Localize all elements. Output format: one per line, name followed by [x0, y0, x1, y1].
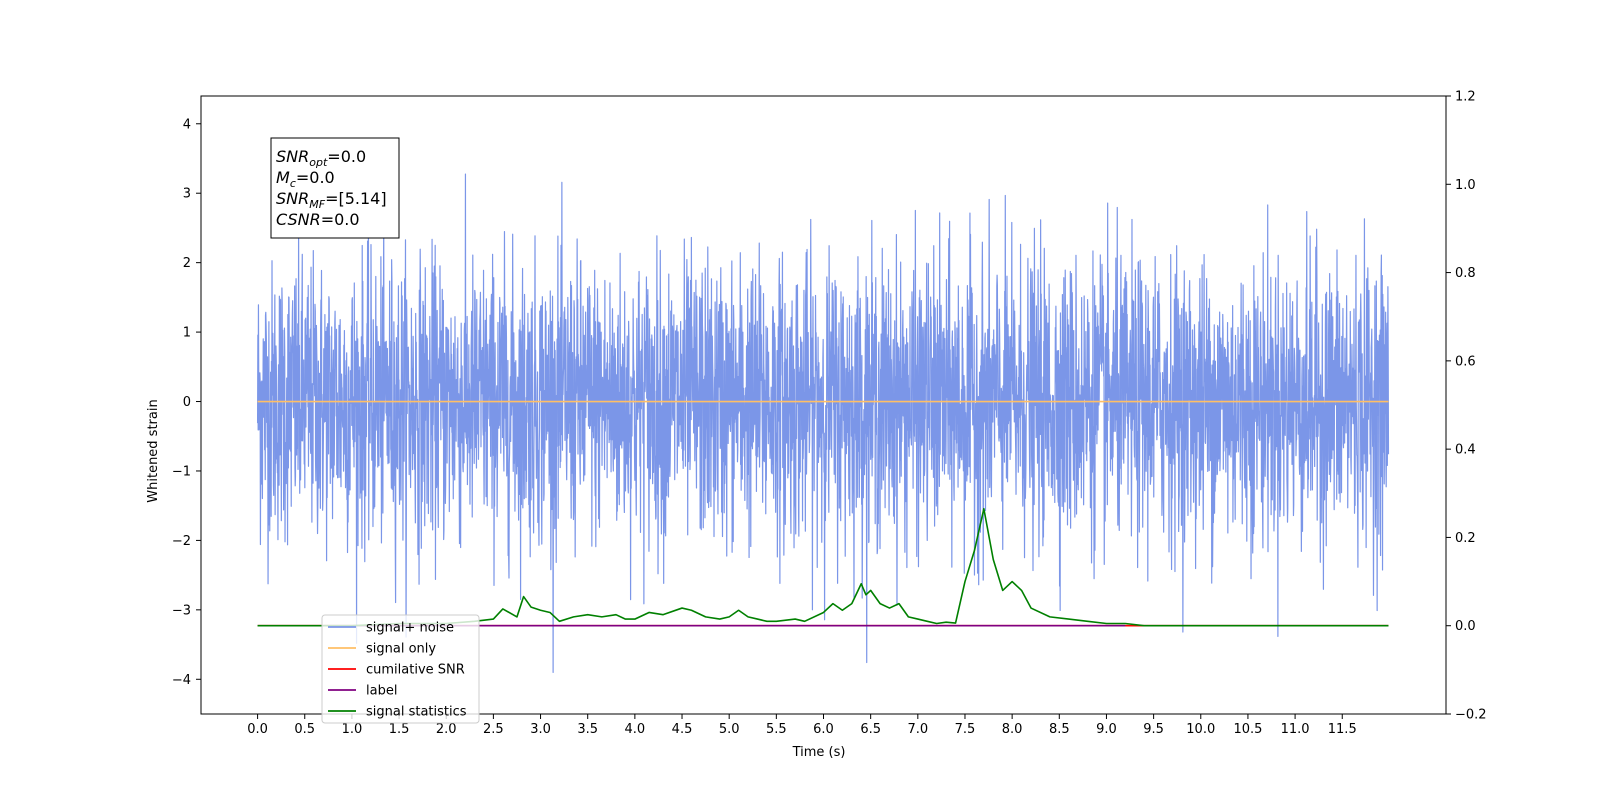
legend-entry: cumilative SNR — [366, 663, 465, 678]
x-tick-label: 9.0 — [1096, 722, 1117, 737]
y-tick-label: −1 — [172, 464, 191, 479]
x-tick-label: 1.5 — [389, 722, 410, 737]
y2-tick-label: 0.2 — [1455, 531, 1476, 546]
annotation-symbol: CSNR — [276, 210, 321, 229]
y2-tick-label: 0.6 — [1455, 354, 1476, 369]
y2-tick-label: 1.0 — [1455, 178, 1476, 193]
y-tick-label: −4 — [172, 673, 191, 688]
x-tick-label: 0.0 — [247, 722, 268, 737]
x-tick-label: 11.5 — [1328, 722, 1357, 737]
annotation-line: Mc=0.0 — [276, 168, 335, 190]
x-tick-label: 8.0 — [1002, 722, 1023, 737]
x-tick-label: 4.0 — [625, 722, 646, 737]
x-tick-label: 10.0 — [1186, 722, 1215, 737]
annotation-subscript: opt — [309, 156, 328, 169]
legend-entry: signal+ noise — [366, 621, 454, 636]
series-line-signal-statistics — [257, 507, 1389, 627]
y-tick-label: 0 — [183, 395, 191, 410]
x-tick-label: 4.5 — [672, 722, 693, 737]
legend-entry: label — [366, 684, 397, 699]
plot-layer — [256, 173, 1390, 673]
annotation-value: =0.0 — [296, 168, 335, 187]
x-tick-label: 7.5 — [955, 722, 976, 737]
annotation-line: SNRMF=[5.14] — [276, 189, 387, 211]
y-tick-label: 4 — [183, 117, 191, 132]
annotation-value: =0.0 — [327, 147, 366, 166]
y-tick-label: 2 — [183, 256, 191, 271]
annotation-subscript: MF — [309, 198, 325, 211]
x-tick-label: 11.0 — [1281, 722, 1310, 737]
y2-tick-label: 1.2 — [1455, 90, 1476, 105]
x-tick-label: 8.5 — [1049, 722, 1070, 737]
legend-entry: signal only — [366, 642, 436, 657]
y2-tick-label: 0.0 — [1455, 619, 1476, 634]
x-axis-label: Time (s) — [792, 745, 846, 760]
x-tick-label: 7.0 — [907, 722, 928, 737]
annotation-subscript: c — [290, 177, 296, 190]
x-tick-label: 5.5 — [766, 722, 787, 737]
y2-tick-label: 0.4 — [1455, 443, 1476, 458]
x-tick-label: 2.0 — [436, 722, 457, 737]
x-tick-label: 0.5 — [294, 722, 315, 737]
annotation-symbol: SNR — [276, 147, 309, 166]
y-axis-label: Whitened strain — [146, 399, 161, 502]
x-tick-label: 3.5 — [577, 722, 598, 737]
legend-frame — [321, 614, 480, 724]
x-tick-label: 3.0 — [530, 722, 551, 737]
x-tick-label: 2.5 — [483, 722, 504, 737]
y2-tick-label: 0.8 — [1455, 266, 1476, 281]
x-tick-label: 1.0 — [342, 722, 363, 737]
annotation-frame — [270, 137, 400, 239]
annotation-symbol: SNR — [276, 189, 309, 208]
y-tick-label: 3 — [183, 187, 191, 202]
x-tick-label: 5.0 — [719, 722, 740, 737]
annotation-line: SNRopt=0.0 — [276, 147, 366, 169]
y-tick-label: −3 — [172, 603, 191, 618]
axes-layer: 0.0 0.5 1.0 1.5 2.0 2.5 3.0 3.5 4.0 4.5 5.0 5.5 6.0 6… — [172, 90, 1487, 738]
plot-area — [256, 173, 1390, 673]
legend-entry: signal statistics — [366, 705, 467, 720]
annotation-line: CSNR=0.0 — [276, 210, 360, 229]
x-tick-label: 9.5 — [1143, 722, 1164, 737]
annotation-value: =[5.14] — [325, 189, 387, 208]
x-tick-label: 6.0 — [813, 722, 834, 737]
x-tick-label: 10.5 — [1233, 722, 1262, 737]
annotation-value: =0.0 — [321, 210, 360, 229]
x-tick-label: 6.5 — [860, 722, 881, 737]
legend: signal+ noise signal only cumilative SNR la… — [321, 614, 480, 724]
y-tick-label: −2 — [172, 534, 191, 549]
y2-tick-label: −0.2 — [1455, 708, 1487, 723]
series-line-signal-noise — [256, 173, 1390, 673]
y-tick-label: 1 — [183, 326, 191, 341]
annotation-symbol: M — [276, 168, 290, 187]
